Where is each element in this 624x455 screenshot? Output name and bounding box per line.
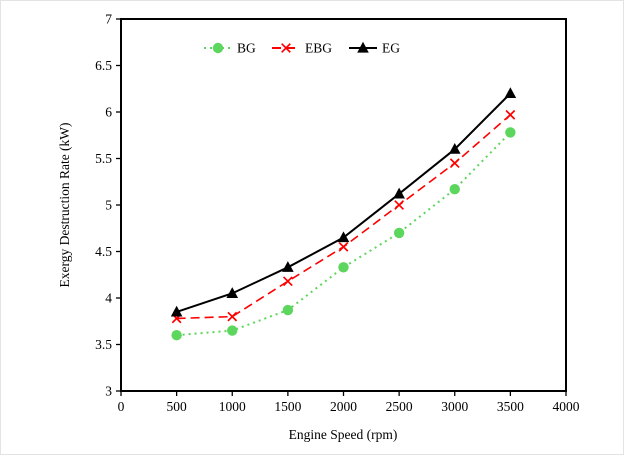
legend: BG EBG EG (204, 41, 400, 56)
y-tick-label: 4.5 (95, 244, 112, 259)
marker-circle (212, 42, 224, 54)
marker-circle (282, 304, 294, 316)
x-tick-label: 0 (118, 399, 125, 414)
x-axis: 0 500 1000 1500 2000 2500 3000 3500 4000 (118, 391, 580, 414)
y-tick-label: 6.5 (95, 58, 112, 73)
marker-triangle (170, 305, 183, 317)
legend-label: EBG (305, 41, 332, 56)
marker-x (505, 109, 516, 120)
x-tick-label: 500 (167, 399, 188, 414)
marker-triangle (448, 143, 461, 154)
marker-triangle (357, 41, 369, 53)
series-bg (171, 127, 516, 341)
x-tick-label: 3500 (497, 399, 524, 414)
marker-triangle (226, 287, 239, 298)
marker-circle (449, 183, 460, 195)
series-line (176, 114, 511, 320)
series-ebg (171, 109, 516, 324)
y-tick-label: 6 (105, 105, 112, 120)
marker-circle (505, 127, 516, 138)
marker-x (281, 43, 291, 53)
y-tick-label: 3 (105, 384, 112, 399)
marker-x (394, 200, 405, 210)
y-tick-label: 7 (105, 12, 112, 27)
y-tick-label: 3.5 (95, 337, 112, 352)
x-tick-label: 3000 (441, 399, 468, 414)
marker-circle (393, 227, 405, 239)
legend-label: BG (237, 41, 256, 56)
marker-circle (227, 325, 238, 336)
marker-triangle (504, 87, 517, 98)
y-axis-title: Exergy Destruction Rate (kW) (57, 122, 72, 287)
y-tick-label: 5 (105, 198, 112, 213)
marker-x (227, 311, 238, 322)
marker-x (338, 241, 349, 252)
x-tick-label: 1000 (219, 399, 246, 414)
x-tick-label: 2500 (386, 399, 413, 414)
y-tick-label: 4 (105, 291, 112, 306)
series-eg (170, 87, 517, 317)
x-tick-label: 2000 (330, 399, 357, 414)
y-tick-label: 5.5 (95, 151, 112, 166)
marker-triangle (337, 231, 350, 243)
x-axis-title: Engine Speed (rpm) (289, 427, 398, 442)
series-line (176, 92, 512, 313)
marker-triangle (282, 261, 294, 272)
marker-circle (171, 330, 182, 341)
y-axis: 3 3.5 4 4.5 5 5.5 6 6.5 7 (95, 12, 121, 399)
marker-triangle (393, 187, 405, 199)
marker-circle (338, 262, 349, 273)
x-tick-label: 1500 (274, 399, 301, 414)
plot-border (120, 18, 567, 392)
x-tick-label: 4000 (553, 399, 580, 414)
marker-x (282, 276, 293, 287)
legend-label: EG (382, 41, 400, 56)
marker-x (449, 158, 460, 169)
